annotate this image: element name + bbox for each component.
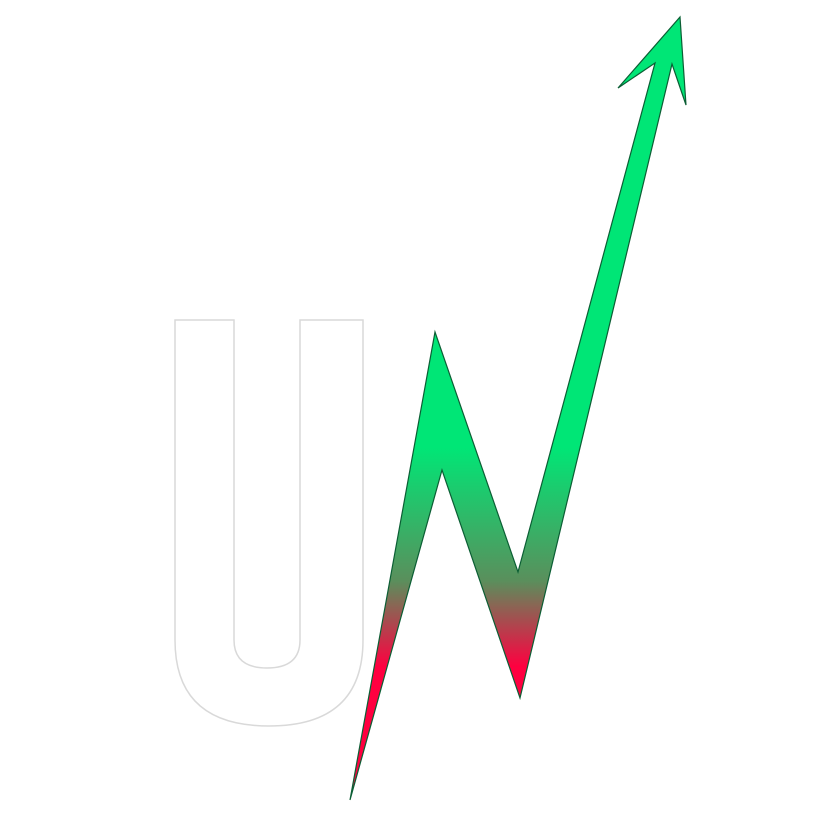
zigzag-arrow-graphic [349,15,687,801]
letter-u-outline [174,319,364,727]
